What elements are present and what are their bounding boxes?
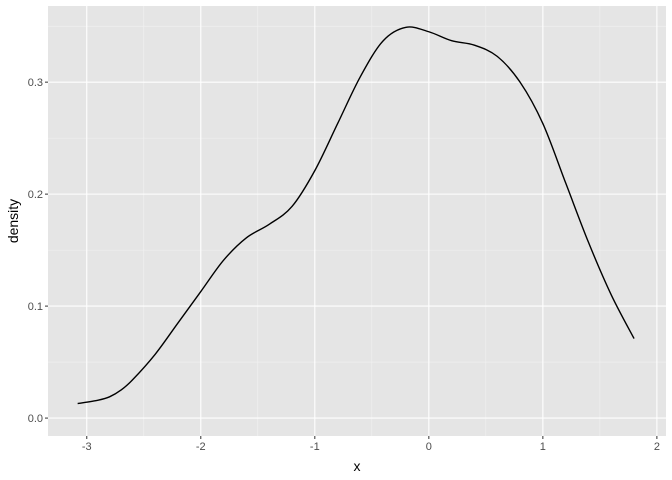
y-tick-label: 0.2 xyxy=(28,189,43,201)
x-tick-label: -2 xyxy=(196,441,206,453)
major-gridlines xyxy=(48,6,666,436)
x-tick-label: 1 xyxy=(540,441,546,453)
x-axis-label: x xyxy=(354,458,361,474)
plot-panel xyxy=(48,6,666,436)
y-axis-label: density xyxy=(5,199,21,243)
y-tick-label: 0.3 xyxy=(28,77,43,89)
x-axis: -3 -2 -1 0 1 2 xyxy=(82,436,660,453)
x-tick-label: -3 xyxy=(82,441,92,453)
x-tick-label: 0 xyxy=(426,441,432,453)
x-tick-label: -1 xyxy=(310,441,320,453)
minor-gridlines xyxy=(48,6,666,436)
density-line xyxy=(77,26,635,405)
x-tick-label: 2 xyxy=(654,441,660,453)
y-axis: 0.0 0.1 0.2 0.3 xyxy=(28,77,48,425)
y-tick-label: 0.1 xyxy=(28,301,43,313)
y-tick-label: 0.0 xyxy=(28,413,43,425)
